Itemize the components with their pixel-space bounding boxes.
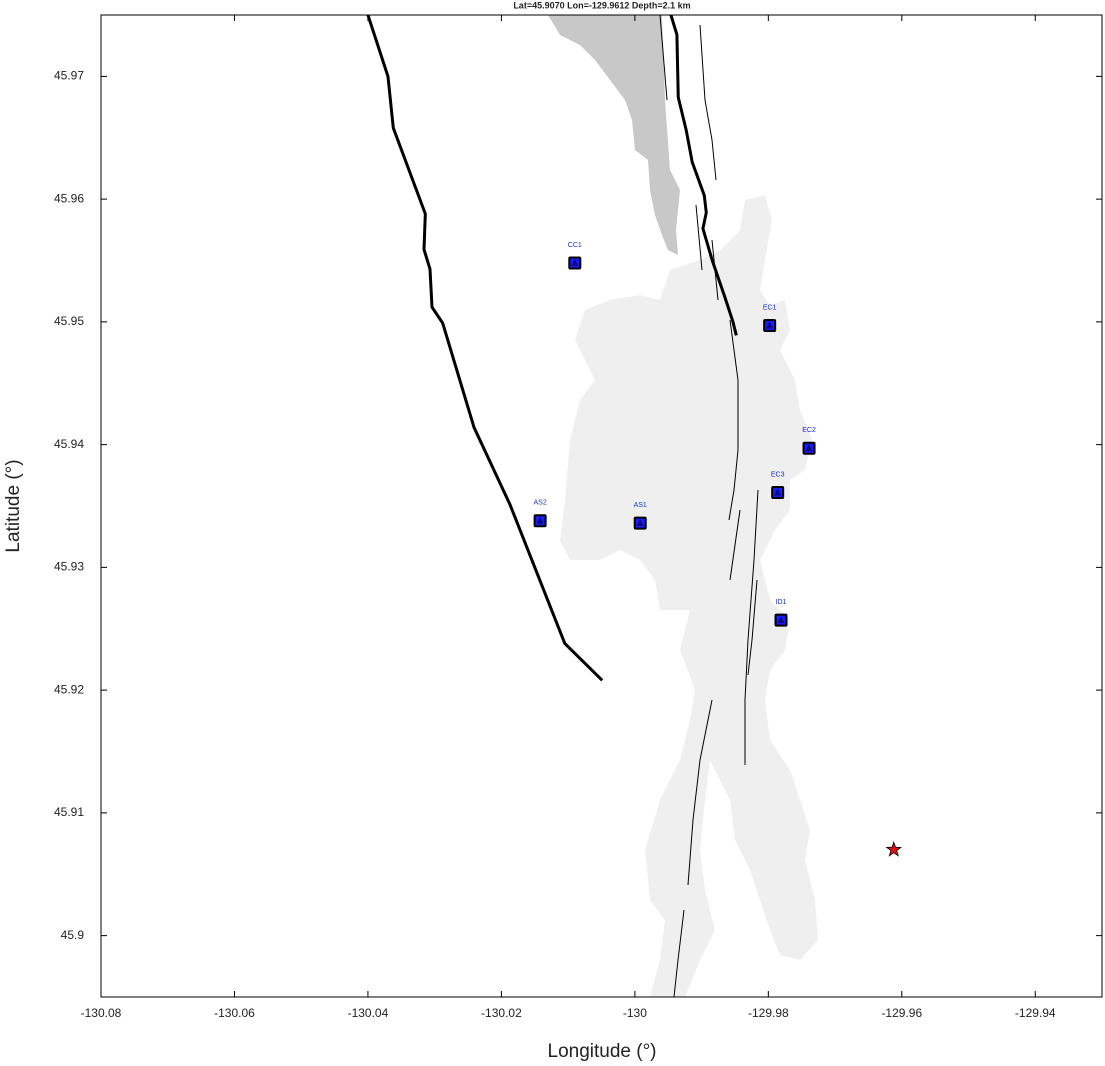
lava-flow-dark [548, 15, 680, 255]
plot-frame [100, 14, 1103, 998]
station-triangle [774, 488, 782, 496]
fissure [659, 14, 668, 101]
station-label: EC3 [771, 471, 785, 478]
station-label: AS2 [533, 500, 546, 507]
station-marker [771, 485, 785, 499]
fissure [673, 909, 685, 998]
x-axis-label: Longitude (°) [548, 1041, 657, 1062]
x-tick-label: -130 [623, 1006, 647, 1020]
fissure [687, 699, 713, 886]
y-tick-label: 45.92 [54, 682, 84, 696]
lava-flow-light [560, 195, 818, 997]
y-tick-label: 45.95 [54, 314, 84, 328]
fissure [729, 509, 741, 581]
y-tick-label: 45.97 [54, 69, 84, 83]
station-triangle [636, 519, 644, 527]
x-tick-label: -130.06 [214, 1006, 255, 1020]
station-marker [774, 613, 788, 627]
y-tick-label: 45.91 [54, 805, 84, 819]
station-label: EC1 [763, 304, 777, 311]
station-triangle [571, 258, 579, 266]
terrain [548, 14, 818, 998]
fissure [747, 579, 758, 676]
station-marker [763, 319, 777, 333]
x-tick-label: -130.08 [81, 1006, 122, 1020]
y-tick-label: 45.93 [54, 560, 84, 574]
fault-line [366, 14, 604, 682]
station-marker [568, 256, 582, 270]
fault-line [669, 14, 738, 336]
y-axis-label: Latitude (°) [3, 459, 24, 552]
x-tick-label: -129.94 [1015, 1006, 1056, 1020]
fissure [744, 489, 759, 765]
x-tick-label: -130.04 [348, 1006, 389, 1020]
chart-title: Lat=45.9070 Lon=-129.9612 Depth=2.1 km [513, 0, 690, 10]
station-triangle [777, 616, 785, 624]
station-label: CC1 [568, 242, 582, 249]
station-marker [633, 516, 647, 530]
y-tick-label: 45.9 [61, 928, 85, 942]
fissure [699, 24, 717, 181]
station-marker [533, 514, 547, 528]
fissure [695, 204, 703, 271]
x-tick-label: -129.98 [748, 1006, 789, 1020]
fissures [659, 14, 759, 998]
station-triangle [536, 516, 544, 524]
station-label: AS1 [634, 502, 647, 509]
y-tick-label: 45.94 [54, 437, 84, 451]
x-tick-label: -129.96 [881, 1006, 922, 1020]
event-star [885, 840, 903, 857]
fissure [728, 319, 739, 521]
station-triangle [805, 444, 813, 452]
x-tick-label: -130.02 [481, 1006, 522, 1020]
station-label: ID1 [776, 599, 787, 606]
station-marker [802, 441, 816, 455]
station-triangle [766, 321, 774, 329]
y-tick-label: 45.96 [54, 191, 84, 205]
station-label: EC2 [802, 427, 816, 434]
